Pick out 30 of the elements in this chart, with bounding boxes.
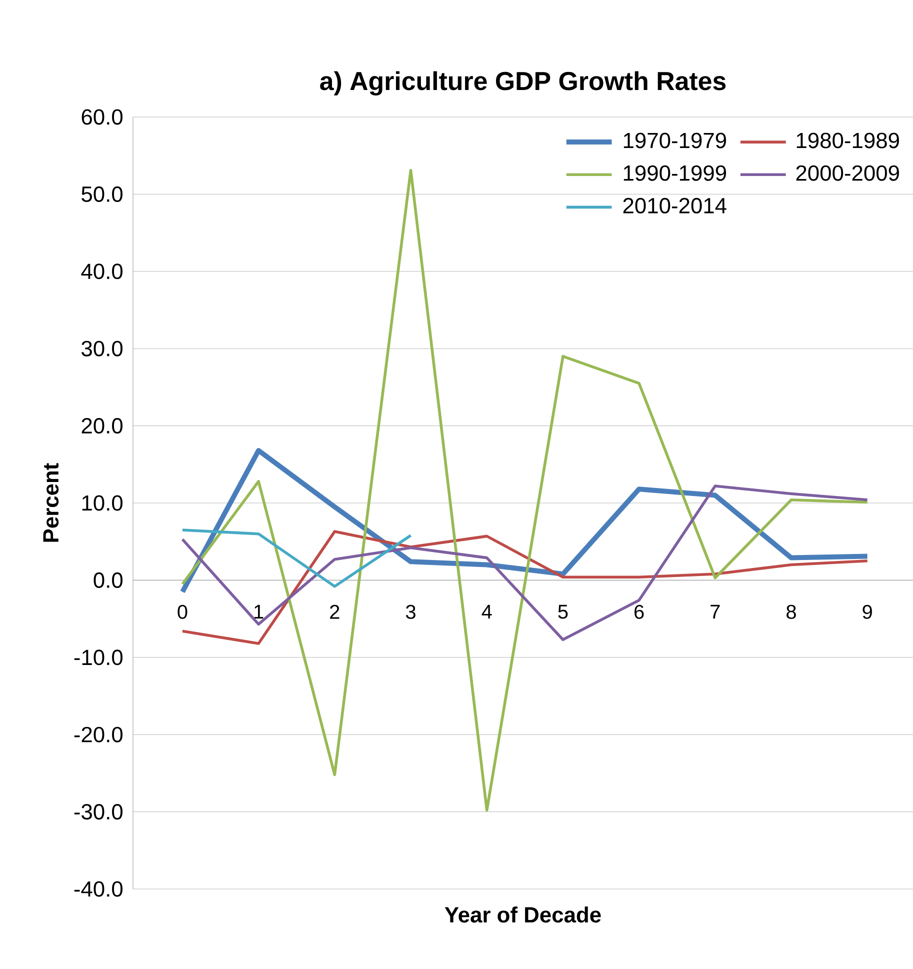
y-tick-label: 40.0 xyxy=(81,264,123,280)
x-tick-label: 6 xyxy=(634,604,644,619)
x-tick-label: 9 xyxy=(862,604,872,619)
y-tick-label: 10.0 xyxy=(82,495,123,511)
y-tick-label: -30.0 xyxy=(74,804,122,820)
y-tick-label: 0.0 xyxy=(94,572,123,588)
y-tick-label: -10.0 xyxy=(74,650,122,666)
x-tick-label: 2 xyxy=(330,604,340,619)
x-tick-label: 3 xyxy=(406,604,416,619)
legend-label: 1970-1979 xyxy=(624,132,726,148)
x-axis-title: Year of Decade xyxy=(444,906,601,923)
x-tick-label: 1 xyxy=(254,604,264,619)
y-tick-label: -20.0 xyxy=(74,726,122,742)
y-tick-label: 60.0 xyxy=(82,109,123,125)
x-tick-label: 0 xyxy=(178,604,188,619)
y-tick-label: 20.0 xyxy=(82,418,123,434)
y-tick-label: 30.0 xyxy=(82,340,123,356)
x-tick-label: 4 xyxy=(482,604,492,619)
line-series xyxy=(181,528,412,588)
legend-label: 1990-1999 xyxy=(624,165,726,181)
y-axis-title: Percent xyxy=(43,463,59,542)
x-tick-label: 8 xyxy=(786,604,796,619)
chart-title: a) Agriculture GDP Growth Rates xyxy=(320,71,726,96)
legend-label: 2000-2009 xyxy=(796,165,899,181)
legend-label: 2010-2014 xyxy=(623,198,726,214)
legend-label: 1980-1989 xyxy=(796,132,899,148)
x-tick-label: 7 xyxy=(710,604,720,619)
x-tick-label: 5 xyxy=(558,604,568,619)
y-tick-label: -40.0 xyxy=(74,881,122,897)
y-tick-label: 50.0 xyxy=(82,186,123,202)
